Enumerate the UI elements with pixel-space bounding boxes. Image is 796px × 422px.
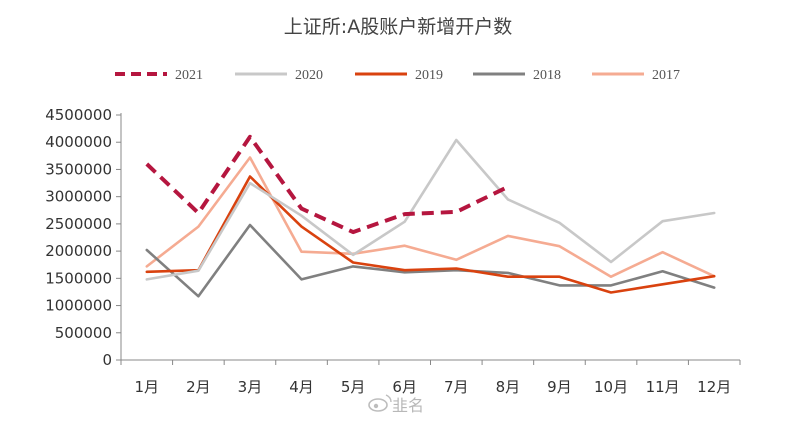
series-line-2020 — [145, 138, 716, 281]
x-tick-label: 12月 — [697, 378, 731, 396]
series-line-2021 — [145, 134, 509, 235]
y-tick-label: 3500000 — [45, 160, 112, 178]
series-group — [145, 134, 716, 298]
y-axis: 0 500000 1000000 1500000 2000000 2500000 30000… — [45, 106, 122, 369]
y-tick-label: 2000000 — [45, 242, 112, 260]
x-tick-label: 9月 — [547, 378, 572, 396]
x-tick-label: 10月 — [594, 378, 628, 396]
legend-label-2017: 2017 — [652, 68, 680, 83]
x-tick-label: 1月 — [135, 378, 160, 396]
y-tick-label: 0 — [102, 351, 112, 369]
chart-title: 上证所:A股账户新增开户数 — [284, 16, 512, 38]
x-tick-label: 11月 — [646, 378, 680, 396]
y-tick-label: 1000000 — [45, 297, 112, 315]
x-tick-label: 3月 — [238, 378, 263, 396]
y-tick-label: 2500000 — [45, 215, 112, 233]
watermark: 韭名 — [368, 394, 424, 415]
y-tick-label: 500000 — [55, 324, 112, 342]
legend: 2021 2020 2019 2018 2017 — [115, 68, 680, 83]
x-tick-label: 6月 — [392, 378, 417, 396]
x-tick-label: 2月 — [186, 378, 211, 396]
y-tick-label: 1500000 — [45, 269, 112, 287]
x-tick-label: 7月 — [444, 378, 469, 396]
series-line-2018 — [145, 223, 716, 298]
legend-label-2020: 2020 — [295, 68, 323, 83]
x-axis: 1月 2月 3月 4月 5月 6月 7月 8月 9月 10月 11月 12月 — [120, 359, 741, 396]
legend-label-2019: 2019 — [415, 68, 443, 83]
watermark-text: 韭名 — [392, 396, 424, 415]
x-tick-label: 4月 — [289, 378, 314, 396]
weibo-icon — [368, 394, 392, 412]
legend-label-2021: 2021 — [175, 68, 203, 83]
x-tick-label: 8月 — [496, 378, 521, 396]
legend-label-2018: 2018 — [533, 68, 561, 83]
y-tick-label: 4500000 — [45, 106, 112, 124]
x-tick-label: 5月 — [341, 378, 366, 396]
y-tick-label: 4000000 — [45, 133, 112, 151]
series-line-2017 — [145, 156, 716, 278]
y-tick-label: 3000000 — [45, 188, 112, 206]
series-line-2019 — [145, 175, 716, 294]
